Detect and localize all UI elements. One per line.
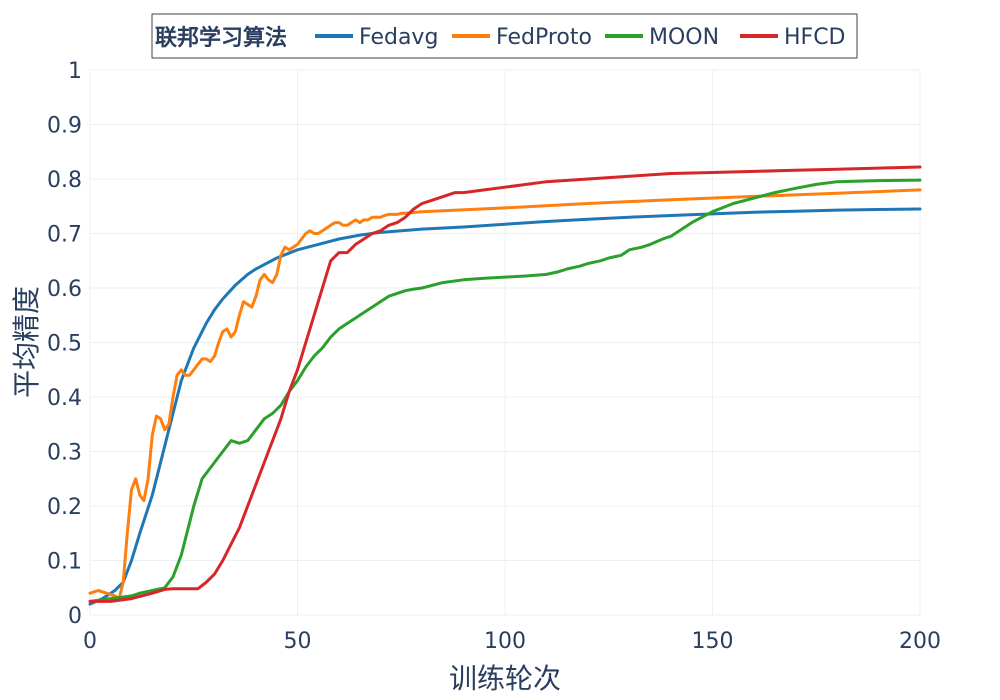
legend-label-fedavg: Fedavg [359,25,438,50]
y-tick-label: 1 [68,59,82,84]
y-axis-title: 平均精度 [10,286,43,398]
legend-items: Fedavg FedProto MOON HFCD [315,25,846,50]
series-line-moon [88,178,922,603]
y-tick-label: 0.3 [47,441,82,466]
x-tick-label: 150 [692,629,734,654]
legend-box [151,13,858,59]
series-line-fedavg [88,207,922,606]
legend-label-fedproto: FedProto [496,25,592,50]
y-tick-label: 0.1 [47,550,82,575]
y-tick-label: 0.5 [47,332,82,357]
x-tick-label: 100 [484,629,526,654]
y-tick-labels: 0 0.1 0.2 0.3 0.4 0.5 0.6 0.7 0.8 0.9 1 [47,59,82,629]
legend: 联邦学习算法 Fedavg FedProto MOON HFCD [151,13,858,59]
series-lines [88,165,922,606]
y-tick-label: 0 [68,604,82,629]
x-tick-label: 200 [899,629,941,654]
y-tick-label: 0.8 [47,168,82,193]
legend-title: 联邦学习算法 [155,25,287,51]
y-tick-label: 0.6 [47,277,82,302]
y-tick-label: 0.2 [47,495,82,520]
x-tick-label: 0 [83,629,97,654]
x-tick-labels: 0 50 100 150 200 [83,629,941,654]
y-tick-label: 0.4 [47,386,82,411]
x-tick-label: 50 [284,629,312,654]
legend-label-moon: MOON [649,25,719,50]
series-line-hfcd [88,165,922,603]
y-tick-label: 0.9 [47,114,82,139]
grid-lines [89,69,921,616]
x-axis-title: 训练轮次 [449,662,561,695]
y-tick-label: 0.7 [47,223,82,248]
series-line-fedproto [88,188,922,601]
legend-label-hfcd: HFCD [784,25,846,50]
